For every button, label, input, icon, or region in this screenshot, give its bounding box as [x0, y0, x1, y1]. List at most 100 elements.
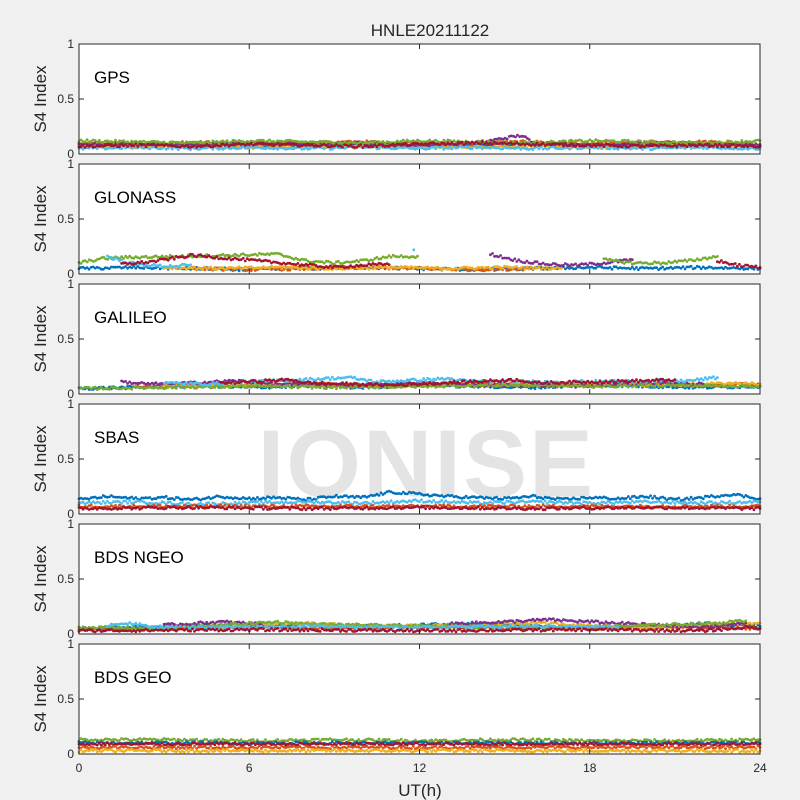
data-point: [608, 147, 612, 151]
data-point: [635, 266, 638, 269]
data-point: [685, 260, 689, 263]
data-point: [628, 260, 632, 264]
data-point: [738, 262, 741, 266]
data-point: [454, 143, 458, 147]
data-point: [600, 143, 604, 146]
data-point: [308, 267, 312, 271]
data-point: [523, 267, 527, 271]
data-point: [699, 140, 703, 144]
data-point: [108, 387, 111, 391]
chart-title: HNLE20211122: [371, 21, 489, 40]
data-point: [87, 267, 91, 271]
data-point: [527, 267, 531, 271]
data-point: [296, 262, 300, 265]
data-point: [412, 248, 416, 252]
data-point: [193, 144, 196, 147]
data-point: [262, 138, 265, 142]
data-point: [140, 259, 144, 263]
data-point: [330, 266, 334, 270]
data-point: [740, 139, 744, 142]
data-point: [337, 259, 340, 263]
panel-label: GLONASS: [94, 188, 176, 207]
data-point: [531, 267, 535, 271]
data-point: [470, 147, 474, 151]
data-point: [655, 266, 658, 270]
data-point: [712, 140, 715, 144]
y-tick-label: 1: [67, 37, 74, 51]
data-point: [124, 143, 127, 146]
data-point: [359, 143, 363, 147]
y-axis-label: S4 Index: [31, 65, 50, 133]
data-point: [703, 139, 707, 143]
data-point: [124, 380, 127, 383]
data-point: [118, 145, 121, 149]
data-point: [693, 259, 697, 263]
data-point: [403, 141, 407, 145]
data-point: [560, 142, 563, 146]
data-point: [499, 254, 502, 257]
data-point: [243, 259, 247, 263]
data-point: [468, 269, 472, 272]
data-point: [533, 144, 537, 147]
data-point: [170, 147, 174, 151]
data-point: [209, 265, 213, 269]
data-point: [209, 141, 213, 145]
data-point: [744, 381, 748, 385]
data-point: [187, 254, 190, 258]
data-point: [211, 147, 215, 151]
data-point: [310, 387, 314, 390]
data-point: [284, 145, 288, 149]
data-point: [201, 267, 205, 271]
data-point: [79, 138, 83, 142]
data-point: [521, 265, 525, 269]
data-point: [189, 263, 192, 267]
data-point: [294, 384, 298, 388]
data-point: [562, 144, 565, 148]
data-point: [440, 145, 444, 149]
data-point: [570, 142, 573, 146]
data-point: [112, 140, 115, 144]
data-point: [335, 387, 338, 391]
data-point: [85, 260, 89, 264]
data-point: [491, 252, 494, 255]
data-point: [622, 143, 626, 147]
data-point: [225, 139, 229, 143]
plot-area: [79, 284, 760, 394]
data-point: [728, 145, 731, 149]
data-point: [114, 138, 117, 142]
data-point: [81, 143, 85, 147]
data-point: [136, 145, 140, 148]
data-point: [79, 262, 83, 265]
data-point: [308, 384, 312, 388]
data-point: [620, 145, 624, 149]
data-point: [600, 147, 604, 151]
data-point: [639, 139, 642, 143]
data-point: [478, 142, 482, 146]
data-point: [353, 265, 356, 269]
data-point: [733, 262, 737, 265]
data-point: [389, 256, 393, 259]
data-point: [525, 265, 529, 269]
data-point: [268, 384, 271, 387]
data-point: [341, 145, 344, 149]
data-point: [734, 145, 738, 149]
data-point: [176, 148, 180, 152]
data-point: [594, 144, 598, 148]
data-point: [438, 143, 442, 147]
data-point: [134, 139, 138, 143]
data-point: [535, 141, 539, 145]
data-point: [95, 141, 99, 144]
data-point: [219, 144, 223, 148]
data-point: [574, 141, 577, 145]
data-point: [294, 142, 298, 146]
data-point: [203, 265, 207, 269]
data-point: [732, 143, 736, 146]
data-point: [746, 145, 750, 149]
data-point: [460, 140, 464, 144]
data-point: [675, 145, 679, 149]
data-point: [126, 145, 129, 148]
data-point: [241, 256, 245, 260]
plot-area: [79, 44, 760, 154]
